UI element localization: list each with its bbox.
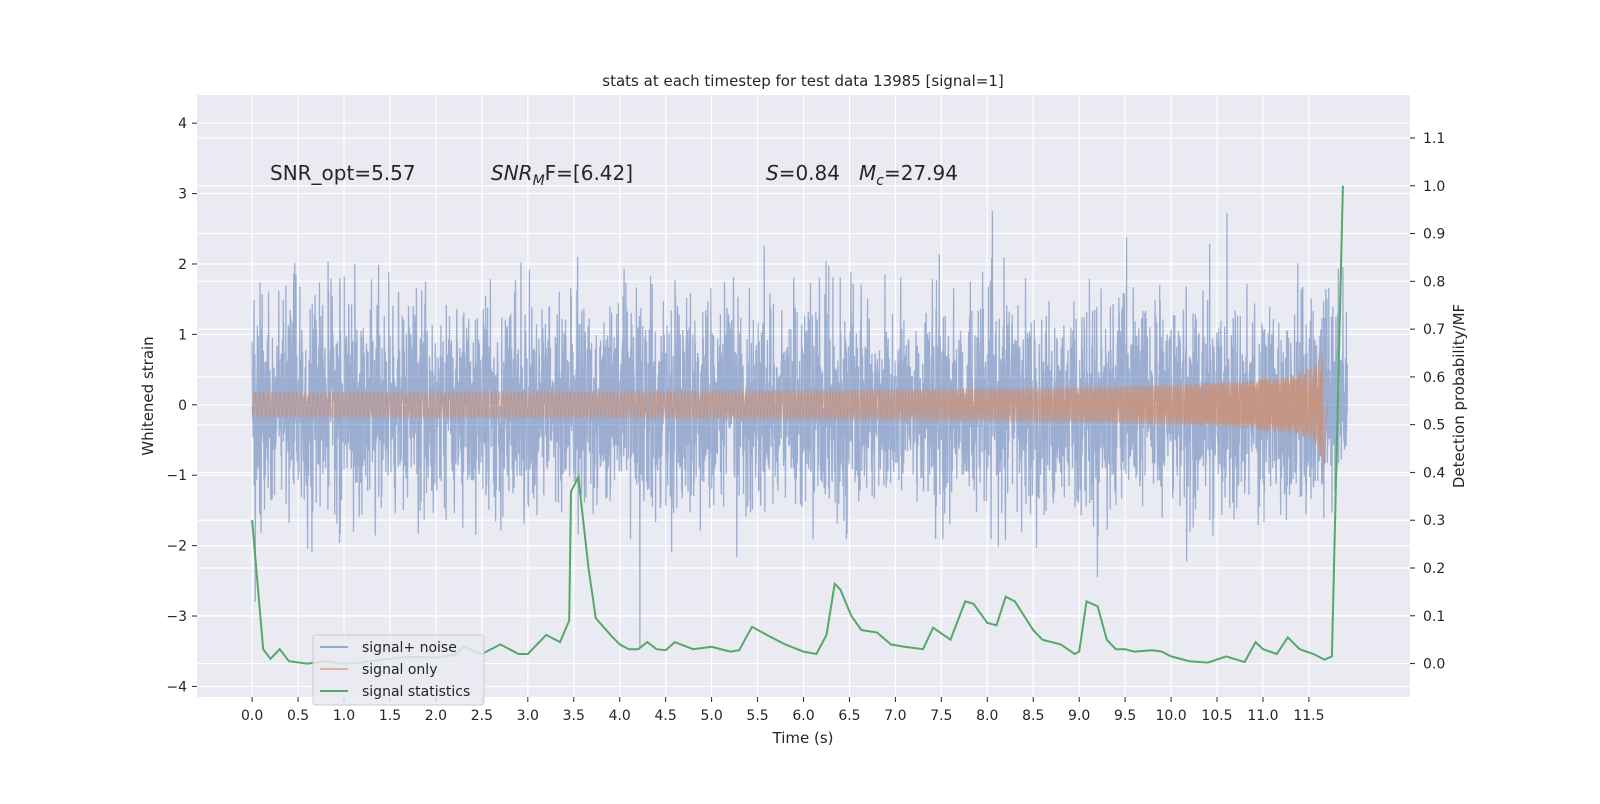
y-axis-right: 0.0 0.1 0.2 0.3 0.4 0.5 0.6 0.7 0.8 0.9 1.0 1.1 [1410, 131, 1445, 673]
x-tick-label: 4.5 [655, 708, 677, 724]
x-tick-label: 10.5 [1201, 708, 1232, 724]
y-right-tick-label: 0.4 [1423, 465, 1445, 481]
mc-label: M [859, 161, 876, 185]
y-tick-label: −2 [166, 539, 187, 555]
series-signal-only [251, 353, 1328, 471]
x-tick-label: 11.0 [1247, 708, 1278, 724]
y-tick-label: 4 [178, 116, 187, 132]
y-tick-label: −4 [166, 679, 187, 695]
legend-label-signal-only: signal only [362, 662, 437, 678]
signal-only-line [251, 353, 1328, 471]
y-tick-label: −1 [166, 468, 187, 484]
mc-sub: c [876, 173, 884, 189]
legend: signal+ noise signal only signal statist… [312, 634, 485, 706]
x-tick-label: 8.5 [1022, 708, 1044, 724]
x-tick-label: 9.5 [1114, 708, 1136, 724]
y-tick-label: 2 [178, 257, 187, 273]
annotation-snr-opt: SNR_opt=5.57 [270, 161, 416, 185]
s-label: S [766, 161, 779, 185]
x-tick-label: 3.5 [563, 708, 585, 724]
y-right-tick-label: 1.0 [1423, 179, 1445, 195]
x-tick-label: 2.5 [471, 708, 493, 724]
y-right-tick-label: 0.2 [1423, 561, 1445, 577]
chart-title: stats at each timestep for test data 139… [602, 72, 1003, 90]
snr-mf-label: SNR [491, 161, 533, 185]
x-tick-label: 11.5 [1293, 708, 1324, 724]
y-tick-label: 3 [178, 187, 187, 203]
x-tick-label: 5.0 [700, 708, 722, 724]
x-tick-label: 2.0 [425, 708, 447, 724]
s-value: =0.84 [779, 161, 840, 185]
y-tick-label: 0 [178, 398, 187, 414]
x-axis-label: Time (s) [772, 729, 834, 747]
y-axis-label: Whitened strain [139, 336, 157, 455]
annotation-snr-mf: SNRMF=[6.42] [491, 161, 633, 189]
x-tick-label: 7.5 [930, 708, 952, 724]
x-tick-label: 3.0 [517, 708, 539, 724]
x-tick-label: 1.5 [379, 708, 401, 724]
y-right-tick-label: 0.7 [1423, 322, 1445, 338]
y-right-tick-label: 0.0 [1423, 657, 1445, 673]
y-right-tick-label: 0.3 [1423, 513, 1445, 529]
x-tick-label: 9.0 [1068, 708, 1090, 724]
x-tick-label: 7.0 [884, 708, 906, 724]
x-tick-label: 4.0 [609, 708, 631, 724]
annotation-mc: Mc=27.94 [859, 161, 958, 189]
x-tick-label: 0.0 [241, 708, 263, 724]
x-tick-label: 6.0 [792, 708, 814, 724]
x-tick-label: 10.0 [1155, 708, 1186, 724]
y-tick-label: −3 [166, 609, 187, 625]
y-right-tick-label: 0.1 [1423, 609, 1445, 625]
snr-mf-sub: M [533, 173, 545, 189]
y-right-tick-label: 0.9 [1423, 227, 1445, 243]
x-tick-label: 8.0 [976, 708, 998, 724]
y-right-tick-label: 1.1 [1423, 131, 1445, 147]
y-axis-right-label: Detection probability/MF [1450, 304, 1468, 488]
y-tick-label: 1 [178, 327, 187, 343]
y-right-tick-label: 0.5 [1423, 418, 1445, 434]
y-right-tick-label: 0.6 [1423, 370, 1445, 386]
mc-value: =27.94 [884, 161, 958, 185]
x-axis: 0.0 0.5 1.0 1.5 2.0 2.5 3.0 3.5 4.0 4.5 5.0 5.5 6.0 6… [241, 697, 1325, 724]
x-tick-label: 6.5 [838, 708, 860, 724]
y-right-tick-label: 0.8 [1423, 274, 1445, 290]
legend-label-signal-statistics: signal statistics [362, 684, 470, 700]
x-tick-label: 0.5 [287, 708, 309, 724]
legend-label-signal-noise: signal+ noise [362, 640, 457, 656]
x-tick-label: 5.5 [746, 708, 768, 724]
x-tick-label: 1.0 [333, 708, 355, 724]
snr-mf-rest: F=[6.42] [545, 161, 633, 185]
y-axis-left: −4 −3 −2 −1 0 1 2 3 4 [166, 116, 197, 695]
annotation-s: S=0.84 [766, 161, 840, 185]
